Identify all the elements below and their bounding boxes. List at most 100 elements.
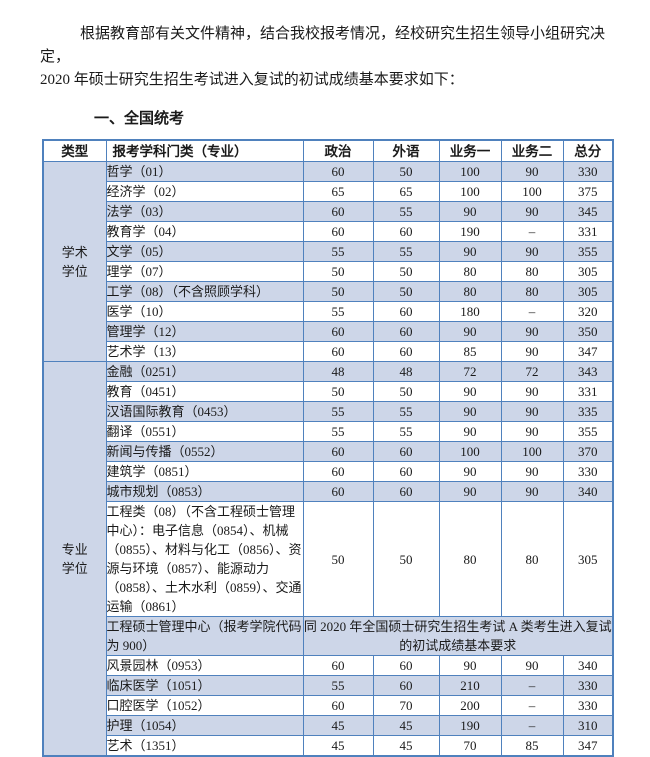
score-cell: 50 <box>372 161 440 182</box>
score-cell: 60 <box>302 341 374 362</box>
score-cell: 55 <box>302 241 374 262</box>
score-cell: 330 <box>562 695 614 716</box>
score-cell: 305 <box>562 501 614 617</box>
score-cell: 100 <box>438 441 502 462</box>
score-cell: 90 <box>438 321 502 342</box>
score-cell: 100 <box>500 441 564 462</box>
score-cell: 55 <box>372 241 440 262</box>
score-cell: 60 <box>302 655 374 676</box>
score-cell: 90 <box>500 381 564 402</box>
score-cell: 50 <box>372 381 440 402</box>
table-row: 教育学（04） 60 60 190–331 <box>43 221 614 242</box>
score-cell: 90 <box>500 201 564 222</box>
score-cell: 48 <box>372 361 440 382</box>
score-cell: 90 <box>438 421 502 442</box>
score-cell: – <box>500 675 564 696</box>
score-cell: 90 <box>500 401 564 422</box>
score-cell: 85 <box>438 341 502 362</box>
score-cell: 55 <box>302 421 374 442</box>
subject-cell: 文学（05） <box>105 241 304 262</box>
header-type: 类型 <box>42 139 107 162</box>
subject-cell: 风景园林（0953） <box>105 655 304 676</box>
header-subject: 报考学科门类（专业） <box>105 139 304 162</box>
subject-cell: 法学（03） <box>105 201 304 222</box>
score-cell: 335 <box>562 401 614 422</box>
score-cell: 340 <box>562 481 614 502</box>
subject-cell: 教育（0451） <box>105 381 304 402</box>
table-row: 新闻与传播（0552） 60 60 100 100 370 <box>43 441 614 462</box>
score-cell: 60 <box>302 481 374 502</box>
score-cell: 72 <box>500 361 564 382</box>
score-cell: 60 <box>302 461 374 482</box>
score-cell: 50 <box>302 381 374 402</box>
score-cell: 200 <box>438 695 502 716</box>
table-row: 城市规划（0853） 60 60 90 90 340 <box>43 481 614 502</box>
table-row: 艺术学（13） 60 60 85 90 347 <box>43 341 614 362</box>
score-cell: 60 <box>372 481 440 502</box>
score-cell: 55 <box>302 301 374 322</box>
score-cell: 370 <box>562 441 614 462</box>
score-cell: 355 <box>562 421 614 442</box>
scores-table-header: 类型 报考学科门类（专业） 政治 外语 业务一 业务二 总分 <box>42 139 614 162</box>
table-row: 风景园林（0953） 60 60 90 90 340 <box>43 655 614 676</box>
section-heading: 一、全国统考 <box>94 111 185 127</box>
table-row: 理学（07） 50 50 80 80 305 <box>43 261 614 282</box>
score-cell: 65 <box>302 181 374 202</box>
header-foreign-language: 外语 <box>372 139 440 162</box>
score-cell: 55 <box>372 401 440 422</box>
score-cell: 355 <box>562 241 614 262</box>
degree-type-cell: 专业 学位 <box>42 361 107 757</box>
score-cell: 210 <box>438 675 502 696</box>
subject-cell: 临床医学（1051） <box>105 675 304 696</box>
score-cell: 80 <box>500 261 564 282</box>
table-row: 艺术（1351） 45 45 70 85 347 <box>43 735 614 757</box>
score-cell: 90 <box>500 161 564 182</box>
score-cell: 60 <box>302 201 374 222</box>
table-row: 医学（10） 55 60 180–320 <box>43 301 614 322</box>
score-cell: 60 <box>302 221 374 242</box>
score-cell: 90 <box>438 401 502 422</box>
score-cell: 90 <box>500 481 564 502</box>
score-cell: 50 <box>372 281 440 302</box>
score-cell: 90 <box>500 461 564 482</box>
subject-cell: 口腔医学（1052） <box>105 695 304 716</box>
header-row: 类型 报考学科门类（专业） 政治 外语 业务一 业务二 总分 <box>42 139 614 162</box>
subject-cell: 工学（08）（不含照顾学科） <box>105 281 304 302</box>
score-cell: 60 <box>372 675 440 696</box>
score-cell: 55 <box>372 421 440 442</box>
score-cell: 100 <box>438 181 502 202</box>
score-cell: 70 <box>438 735 502 757</box>
table-row: 专业 学位 金融（0251） 48 48 72 72 343 <box>42 361 614 757</box>
score-cell: 100 <box>438 161 502 182</box>
score-cell: 190 <box>438 221 502 242</box>
subject-cell: 艺术学（13） <box>105 341 304 362</box>
score-cell: 90 <box>500 241 564 262</box>
intro-paragraph: 根据教育部有关文件精神，结合我校报考情况，经校研究生招生领导小组研究决定， 20… <box>40 23 614 92</box>
table-row: 管理学（12） 60 60 90 90 350 <box>43 321 614 342</box>
score-cell: 305 <box>562 281 614 302</box>
table-row: 工学（08）（不含照顾学科） 50 50 80 80 305 <box>43 281 614 302</box>
score-cell: 180 <box>438 301 502 322</box>
score-cell: 350 <box>562 321 614 342</box>
score-cell: 345 <box>562 201 614 222</box>
score-cell: 340 <box>562 655 614 676</box>
score-cell: 343 <box>562 361 614 382</box>
score-cell: 72 <box>438 361 502 382</box>
score-cell: 50 <box>302 501 374 617</box>
score-cell: 90 <box>500 655 564 676</box>
table-row: 工程硕士管理中心（报考学院代码为 900）同 2020 年全国硕士研究生招生考试… <box>43 616 614 656</box>
score-cell: 45 <box>372 735 440 757</box>
score-cell: 60 <box>372 655 440 676</box>
table-row: 口腔医学（1052） 60 70 200–330 <box>43 695 614 716</box>
score-cell: 65 <box>372 181 440 202</box>
table-row: 文学（05） 55 55 90 90 355 <box>43 241 614 262</box>
table-row: 工程类（08）（不含工程硕士管理中心）：电子信息（0854）、机械（0855）、… <box>43 501 614 617</box>
subject-cell: 新闻与传播（0552） <box>105 441 304 462</box>
score-cell: 48 <box>302 361 374 382</box>
subject-cell: 教育学（04） <box>105 221 304 242</box>
score-cell: – <box>500 695 564 716</box>
score-cell: 80 <box>438 281 502 302</box>
subject-cell: 汉语国际教育（0453） <box>105 401 304 422</box>
score-cell: 90 <box>438 241 502 262</box>
